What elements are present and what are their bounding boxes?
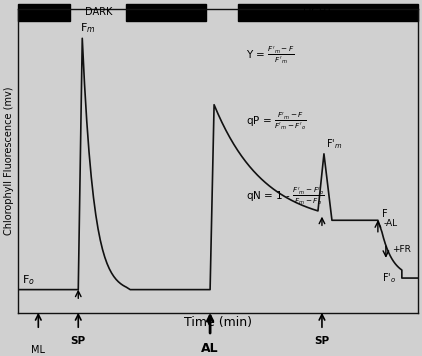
Text: DARK: DARK: [84, 7, 112, 17]
X-axis label: Time (min): Time (min): [184, 315, 252, 329]
Text: F$'_o$: F$'_o$: [382, 272, 396, 285]
Text: qN = 1 - $\frac{F'_m - F'_o}{F_m - F_o}$: qN = 1 - $\frac{F'_m - F'_o}{F_m - F_o}$: [246, 185, 325, 207]
Bar: [18, 4, 70, 21]
Text: Y = $\frac{F'_m - F}{F'_m}$: Y = $\frac{F'_m - F}{F'_m}$: [246, 44, 295, 66]
Bar: [238, 4, 418, 21]
Text: -AL: -AL: [384, 219, 398, 228]
Text: +FR: +FR: [392, 245, 411, 254]
Text: LIGHT: LIGHT: [303, 7, 333, 17]
Text: SP: SP: [71, 336, 86, 346]
Text: SP: SP: [314, 336, 330, 346]
Text: F$_m$: F$_m$: [80, 22, 96, 35]
Y-axis label: Chlorophyll Fluorescence (mv): Chlorophyll Fluorescence (mv): [4, 87, 14, 235]
Bar: [126, 4, 206, 21]
Text: F$_o$: F$_o$: [22, 273, 35, 287]
Text: AL: AL: [201, 342, 219, 355]
Text: F$'_m$: F$'_m$: [326, 137, 342, 151]
Text: F: F: [382, 209, 387, 219]
Text: qP = $\frac{F'_m - F}{F'_m - F'_o}$: qP = $\frac{F'_m - F}{F'_m - F'_o}$: [246, 110, 306, 132]
Text: ML: ML: [31, 345, 45, 355]
